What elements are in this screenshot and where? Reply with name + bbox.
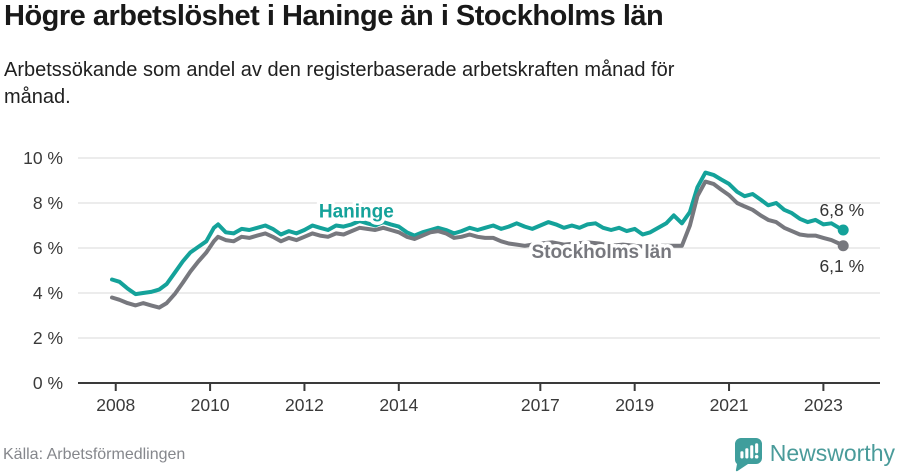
end-value-label-haninge: 6,8 % xyxy=(819,200,864,220)
page-title: Högre arbetslöshet i Haninge än i Stockh… xyxy=(4,0,664,32)
x-tick-label-2019: 2019 xyxy=(615,395,654,415)
y-tick-label-6: 6 % xyxy=(33,238,63,258)
x-tick-label-2008: 2008 xyxy=(96,395,135,415)
x-tick-label-2021: 2021 xyxy=(710,395,749,415)
series-line-haninge xyxy=(110,170,846,297)
newsworthy-logo: Newsworthy xyxy=(734,438,895,472)
y-tick-label-4: 4 % xyxy=(33,283,63,303)
end-dot-stockholms-l-n xyxy=(837,240,849,252)
x-tick-label-2014: 2014 xyxy=(379,395,418,415)
y-tick-label-2: 2 % xyxy=(33,328,63,348)
end-dot-haninge xyxy=(837,224,849,236)
chart-subtitle: Arbetssökande som andel av den registerb… xyxy=(4,57,674,111)
subtitle-line-2: månad. xyxy=(4,86,71,108)
series-label-haninge: Haninge xyxy=(319,202,394,223)
newsworthy-logo-text: Newsworthy xyxy=(769,440,895,466)
y-tick-label-8: 8 % xyxy=(33,193,63,213)
subtitle-line-1: Arbetssökande som andel av den registerb… xyxy=(4,59,675,81)
x-tick-label-2023: 2023 xyxy=(804,395,843,415)
x-tick-label-2012: 2012 xyxy=(285,395,324,415)
series-label-stockholms-l-n: Stockholms län xyxy=(531,242,671,263)
y-tick-label-0: 0 % xyxy=(33,373,63,393)
end-value-label-stockholms-l-n: 6,1 % xyxy=(819,256,864,276)
series-line-stockholms-l-n xyxy=(110,179,846,310)
newsworthy-bar-chart-icon xyxy=(734,438,762,472)
source-caption: Källa: Arbetsförmedlingen xyxy=(3,446,186,463)
x-tick-label-2010: 2010 xyxy=(191,395,230,415)
y-tick-label-10: 10 % xyxy=(23,148,63,168)
x-tick-label-2017: 2017 xyxy=(521,395,560,415)
